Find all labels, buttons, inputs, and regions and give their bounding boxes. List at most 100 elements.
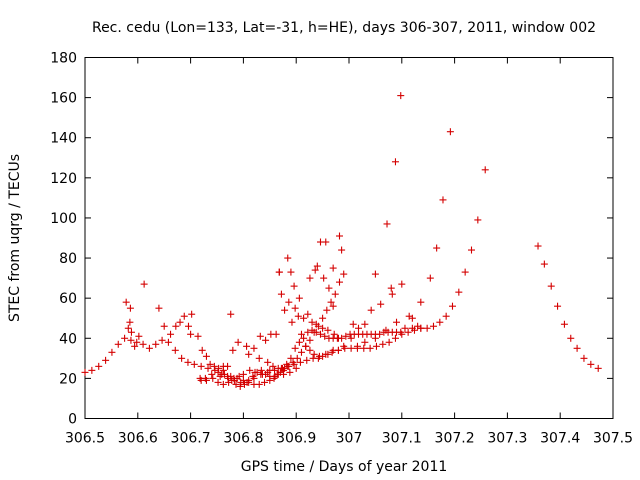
data-point xyxy=(347,334,355,342)
y-tick-label: 160 xyxy=(50,91,77,107)
data-point xyxy=(257,366,265,374)
data-point xyxy=(319,352,327,360)
data-point xyxy=(426,274,434,282)
data-point xyxy=(319,314,327,322)
data-point xyxy=(126,318,134,326)
data-point xyxy=(288,318,296,326)
x-tick-label: 306.7 xyxy=(171,431,211,447)
data-point xyxy=(178,354,186,362)
data-point xyxy=(135,332,143,340)
data-point xyxy=(300,334,308,342)
data-point xyxy=(327,298,335,306)
data-point xyxy=(232,380,240,388)
data-point xyxy=(300,314,308,322)
data-point xyxy=(234,338,242,346)
data-point xyxy=(230,374,238,382)
data-point xyxy=(214,378,222,386)
data-point xyxy=(433,244,441,252)
data-point xyxy=(417,298,425,306)
y-tick-label: 60 xyxy=(59,291,77,307)
data-point xyxy=(281,306,289,314)
data-point xyxy=(246,366,254,374)
data-point xyxy=(313,262,321,270)
data-point xyxy=(102,356,110,364)
x-tick-label: 306.9 xyxy=(276,431,316,447)
data-point xyxy=(293,354,301,362)
data-point xyxy=(180,312,188,320)
y-tick-label: 80 xyxy=(59,251,77,267)
data-point xyxy=(294,312,302,320)
data-point xyxy=(210,362,218,370)
data-point xyxy=(349,320,357,328)
data-point xyxy=(594,364,602,372)
data-point xyxy=(155,304,163,312)
data-point xyxy=(534,242,542,250)
data-point xyxy=(121,334,129,342)
data-point xyxy=(258,370,266,378)
x-tick-label: 307.1 xyxy=(382,431,422,447)
data-point xyxy=(360,344,368,352)
data-point xyxy=(122,298,130,306)
data-point xyxy=(335,232,343,240)
data-point xyxy=(139,340,147,348)
data-point xyxy=(202,352,210,360)
data-point xyxy=(255,380,263,388)
data-point xyxy=(379,340,387,348)
data-point xyxy=(194,332,202,340)
x-tick-label: 307.4 xyxy=(540,431,580,447)
data-point xyxy=(145,344,153,352)
data-point xyxy=(442,312,450,320)
x-tick-label: 306.5 xyxy=(65,431,105,447)
data-point xyxy=(280,370,288,378)
data-point xyxy=(274,364,282,372)
data-point xyxy=(239,376,247,384)
data-point xyxy=(286,368,294,376)
data-point xyxy=(573,344,581,352)
data-point xyxy=(250,344,258,352)
y-tick-label: 120 xyxy=(50,171,77,187)
data-point xyxy=(319,324,327,332)
y-tick-label: 0 xyxy=(68,412,77,428)
data-point xyxy=(324,350,332,358)
data-point xyxy=(275,268,283,276)
data-point xyxy=(204,364,212,372)
x-tick-label: 307 xyxy=(336,431,363,447)
data-point xyxy=(261,378,269,386)
data-point xyxy=(353,342,361,350)
x-tick-label: 306.6 xyxy=(118,431,158,447)
data-point xyxy=(297,348,305,356)
data-point xyxy=(188,310,196,318)
data-point xyxy=(88,366,96,374)
data-point xyxy=(397,328,405,336)
data-point xyxy=(287,268,295,276)
data-point xyxy=(439,196,447,204)
data-point xyxy=(172,322,180,330)
y-tick-label: 180 xyxy=(50,51,77,67)
data-point xyxy=(133,338,141,346)
data-point xyxy=(264,358,272,366)
data-point xyxy=(320,274,328,282)
data-point xyxy=(225,378,233,386)
data-point xyxy=(219,362,227,370)
data-point xyxy=(197,362,205,370)
data-point xyxy=(176,318,184,326)
data-point xyxy=(312,320,320,328)
data-point xyxy=(198,346,206,354)
data-point xyxy=(285,362,293,370)
data-point xyxy=(316,330,324,338)
data-point xyxy=(304,328,312,336)
data-point xyxy=(289,358,297,366)
data-point xyxy=(331,290,339,298)
data-point xyxy=(124,324,132,332)
data-point xyxy=(401,324,409,332)
x-tick-label: 306.8 xyxy=(223,431,263,447)
data-point xyxy=(554,302,562,310)
data-point xyxy=(325,284,333,292)
data-point xyxy=(131,342,139,350)
data-point xyxy=(560,320,568,328)
data-point xyxy=(324,326,332,334)
data-point xyxy=(372,342,380,350)
data-point xyxy=(187,330,195,338)
data-point xyxy=(239,370,247,378)
data-point xyxy=(385,338,393,346)
